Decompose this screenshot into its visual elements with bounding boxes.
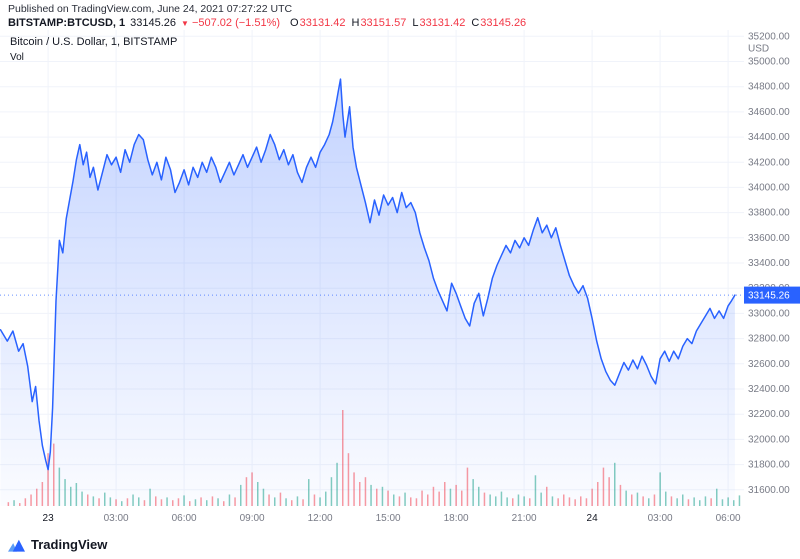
svg-text:33400.00: 33400.00: [748, 258, 790, 269]
svg-text:18:00: 18:00: [444, 513, 469, 524]
published-line: Published on TradingView.com, June 24, 2…: [8, 3, 293, 15]
price-area-fill: [0, 79, 735, 506]
svg-text:32000.00: 32000.00: [748, 434, 790, 445]
volume-legend-label: Vol: [10, 52, 24, 63]
ohlc-high: H33151.57: [351, 17, 407, 29]
time-axis-labels: 23 03:00 06:00 09:00 12:00 15:00 18:00 21:00 24 0…: [43, 513, 742, 524]
tradingview-brand[interactable]: TradingView: [31, 537, 108, 552]
symbol-name: BITSTAMP:BTCUSD, 1: [8, 17, 126, 29]
svg-text:33600.00: 33600.00: [748, 233, 790, 244]
svg-text:24: 24: [587, 513, 599, 524]
ohlc-open: O33131.42: [290, 17, 346, 29]
svg-text:31600.00: 31600.00: [748, 485, 790, 496]
price-line-series: [0, 78, 736, 471]
svg-text:21:00: 21:00: [512, 513, 537, 524]
tradingview-logo-icon[interactable]: [8, 538, 25, 552]
svg-text:34000.00: 34000.00: [748, 182, 790, 193]
ohlc-close: C33145.26: [471, 17, 527, 29]
svg-text:09:00: 09:00: [240, 513, 265, 524]
svg-text:23: 23: [43, 513, 55, 524]
svg-text:32600.00: 32600.00: [748, 359, 790, 370]
svg-text:03:00: 03:00: [104, 513, 129, 524]
volume-bars: [7, 410, 741, 506]
svg-text:35000.00: 35000.00: [748, 57, 790, 68]
svg-text:33800.00: 33800.00: [748, 208, 790, 219]
chart-legend-title: Bitcoin / U.S. Dollar, 1, BITSTAMP: [10, 36, 178, 48]
svg-text:06:00: 06:00: [172, 513, 197, 524]
svg-text:34200.00: 34200.00: [748, 157, 790, 168]
svg-text:34800.00: 34800.00: [748, 82, 790, 93]
chart-legend: Bitcoin / U.S. Dollar, 1, BITSTAMP Vol: [10, 36, 177, 63]
svg-text:12:00: 12:00: [308, 513, 333, 524]
svg-text:03:00: 03:00: [648, 513, 673, 524]
svg-text:06:00: 06:00: [716, 513, 741, 524]
svg-text:USD: USD: [748, 43, 769, 54]
ohlc-values: O33131.42 H33151.57 L33131.42 C33145.26: [284, 17, 526, 29]
svg-text:34400.00: 34400.00: [748, 132, 790, 143]
svg-text:15:00: 15:00: [376, 513, 401, 524]
svg-text:31800.00: 31800.00: [748, 460, 790, 471]
last-price-badge: 33145.26: [744, 286, 800, 304]
symbol-info-line: BITSTAMP:BTCUSD, 1 33145.26 ▼ −507.02 (−1.5…: [8, 17, 800, 29]
svg-text:32800.00: 32800.00: [748, 334, 790, 345]
svg-text:33000.00: 33000.00: [748, 308, 790, 319]
header: Published on TradingView.com, June 24, 2…: [0, 0, 800, 30]
svg-text:32400.00: 32400.00: [748, 384, 790, 395]
ohlc-low: L33131.42: [412, 17, 466, 29]
last-price: 33145.26: [130, 17, 177, 29]
svg-text:35200.00: 35200.00: [748, 31, 790, 42]
footer: TradingView: [0, 530, 800, 559]
down-arrow-icon: ▼: [181, 19, 189, 28]
price-change: −507.02 (−1.51%): [191, 17, 281, 29]
svg-text:33145.26: 33145.26: [748, 291, 790, 302]
svg-text:32200.00: 32200.00: [748, 409, 790, 420]
svg-text:34600.00: 34600.00: [748, 107, 790, 118]
